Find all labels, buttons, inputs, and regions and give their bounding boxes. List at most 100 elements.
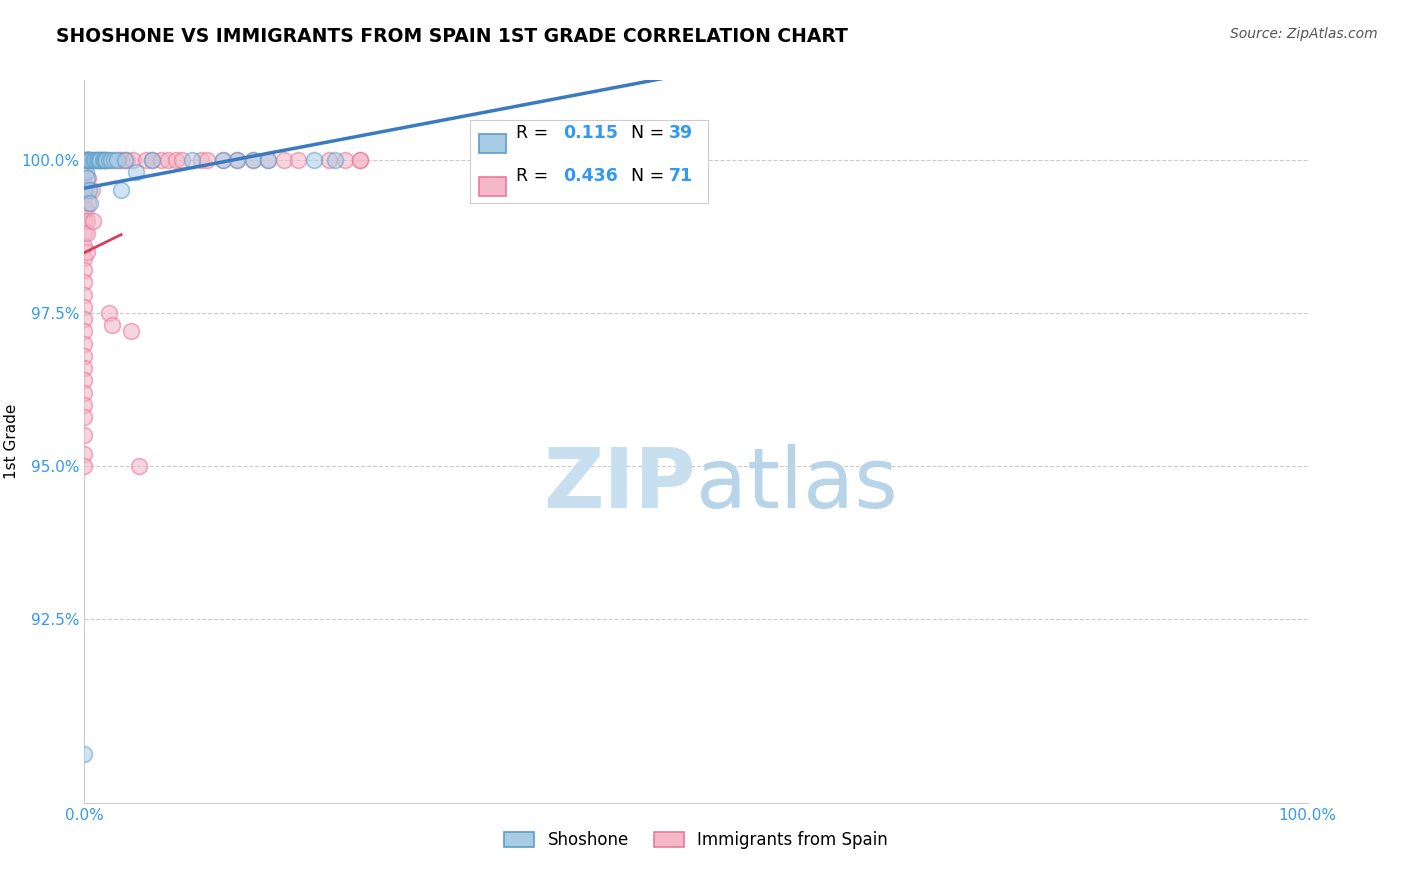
Point: [79, 195, 101, 210]
Point: [318, 153, 340, 167]
Point: [73, 251, 96, 265]
Point: [94, 153, 117, 167]
Point: [287, 153, 309, 167]
Point: [107, 153, 129, 167]
Point: [73, 184, 96, 198]
Point: [73, 458, 96, 473]
Point: [96, 153, 118, 167]
Point: [73, 287, 96, 301]
Point: [87, 153, 110, 167]
Point: [73, 410, 96, 425]
Point: [77, 195, 100, 210]
Text: N =: N =: [620, 124, 669, 142]
Point: [257, 153, 280, 167]
Point: [77, 153, 100, 167]
Point: [181, 153, 204, 167]
Point: [73, 263, 96, 277]
Point: [73, 361, 96, 376]
Point: [211, 153, 233, 167]
Bar: [479, 177, 506, 196]
Point: [75, 153, 97, 167]
Point: [86, 153, 108, 167]
Point: [73, 336, 96, 351]
Point: [114, 153, 136, 167]
Point: [141, 153, 163, 167]
Point: [349, 153, 371, 167]
Point: [103, 153, 125, 167]
Point: [79, 153, 101, 167]
Point: [125, 165, 148, 179]
Point: [242, 153, 264, 167]
Point: [73, 153, 96, 167]
Point: [84, 153, 107, 167]
Point: [79, 153, 101, 167]
Point: [73, 227, 96, 241]
Point: [304, 153, 326, 167]
Text: 71: 71: [669, 167, 693, 185]
Point: [77, 153, 100, 167]
Point: [156, 153, 179, 167]
Point: [75, 202, 97, 216]
Point: [82, 214, 104, 228]
Point: [257, 153, 280, 167]
Point: [172, 153, 194, 167]
Point: [77, 153, 100, 167]
Point: [73, 214, 96, 228]
Point: [91, 153, 114, 167]
Point: [73, 189, 96, 203]
Point: [122, 153, 145, 167]
Text: 39: 39: [669, 124, 693, 142]
Text: 0.436: 0.436: [562, 167, 617, 185]
Point: [73, 202, 96, 216]
Point: [77, 153, 100, 167]
Point: [73, 373, 96, 387]
Point: [323, 153, 346, 167]
Point: [73, 447, 96, 461]
Point: [73, 747, 96, 761]
Point: [73, 165, 96, 179]
Point: [87, 153, 110, 167]
Point: [100, 153, 122, 167]
Point: [77, 184, 100, 198]
Point: [96, 153, 118, 167]
Point: [91, 153, 114, 167]
Point: [76, 214, 98, 228]
Point: [77, 153, 100, 167]
Point: [73, 349, 96, 363]
Text: Source: ZipAtlas.com: Source: ZipAtlas.com: [1230, 27, 1378, 41]
Text: SHOSHONE VS IMMIGRANTS FROM SPAIN 1ST GRADE CORRELATION CHART: SHOSHONE VS IMMIGRANTS FROM SPAIN 1ST GR…: [56, 27, 848, 45]
Bar: [479, 134, 506, 153]
Point: [76, 227, 98, 241]
Point: [73, 398, 96, 412]
Point: [105, 153, 128, 167]
Point: [97, 306, 120, 320]
Point: [97, 153, 120, 167]
Point: [115, 153, 138, 167]
Text: ZIP: ZIP: [544, 444, 696, 525]
Point: [128, 458, 150, 473]
Point: [75, 165, 97, 179]
Point: [73, 300, 96, 314]
Point: [73, 428, 96, 442]
Point: [76, 153, 98, 167]
Point: [101, 318, 124, 333]
Point: [114, 153, 136, 167]
Point: [93, 153, 115, 167]
Point: [150, 153, 173, 167]
Point: [86, 153, 108, 167]
Point: [82, 153, 104, 167]
Point: [73, 178, 96, 192]
Text: 0.115: 0.115: [562, 124, 617, 142]
Point: [242, 153, 264, 167]
Point: [195, 153, 218, 167]
Point: [211, 153, 233, 167]
Point: [77, 153, 100, 167]
Y-axis label: 1st Grade: 1st Grade: [4, 404, 18, 479]
Point: [110, 184, 132, 198]
Text: R =: R =: [516, 167, 554, 185]
Point: [190, 153, 212, 167]
Point: [83, 153, 105, 167]
Point: [73, 385, 96, 400]
Point: [349, 153, 371, 167]
Legend: Shoshone, Immigrants from Spain: Shoshone, Immigrants from Spain: [498, 824, 894, 856]
